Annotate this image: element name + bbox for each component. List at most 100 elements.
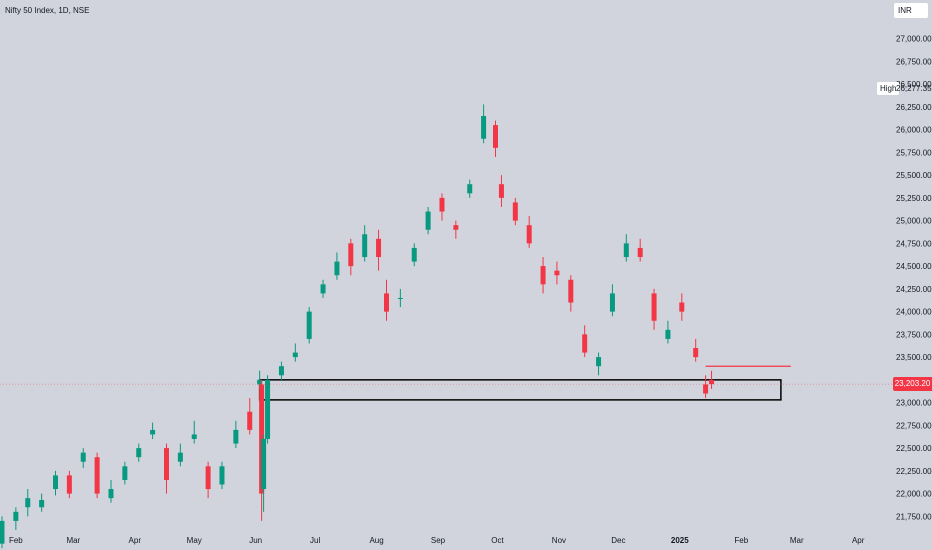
candle-body <box>512 202 518 221</box>
candle-body <box>637 247 643 258</box>
price-tick-label: 25,500.00 <box>896 171 932 180</box>
candle-series[interactable] <box>0 104 715 549</box>
candle-body <box>526 225 532 244</box>
candle-body <box>66 475 72 494</box>
candle <box>467 179 473 198</box>
candle <box>492 120 498 157</box>
time-tick-label: Apr <box>129 536 142 545</box>
price-tick-label: 27,000.00 <box>896 35 932 44</box>
candle <box>651 288 657 330</box>
candle <box>306 307 312 344</box>
candle <box>233 420 239 449</box>
candle-body <box>292 352 298 358</box>
price-tick-label: 26,000.00 <box>896 126 932 135</box>
candle-body <box>52 475 58 490</box>
candle-body <box>425 211 431 230</box>
time-tick-label: Jul <box>310 536 320 545</box>
time-tick-label: Apr <box>852 536 865 545</box>
support-zone[interactable] <box>258 379 782 401</box>
candle-body <box>334 261 340 276</box>
candle-body <box>306 311 312 339</box>
candle <box>265 375 271 444</box>
candle <box>582 325 588 358</box>
candle <box>439 193 445 221</box>
time-tick-label: Jun <box>249 536 262 545</box>
price-tick-label: 23,000.00 <box>896 399 932 408</box>
candle <box>0 516 5 549</box>
candle <box>122 461 128 485</box>
candle-body <box>205 466 211 490</box>
candle <box>512 197 518 226</box>
candle-body <box>177 452 183 462</box>
candle-body <box>233 429 239 444</box>
price-tick-label: 25,250.00 <box>896 194 932 203</box>
candle <box>191 420 197 444</box>
candle-body <box>191 434 197 440</box>
candle <box>136 443 142 462</box>
time-tick-label: 2025 <box>671 536 689 545</box>
time-tick-label: Mar <box>66 536 80 545</box>
price-axis[interactable]: 27,000.00 26,750.00 26,500.00 26,250.00 26,0… <box>896 35 932 522</box>
chart-title: Nifty 50 Index, 1D, NSE <box>5 6 90 15</box>
candle <box>292 343 298 362</box>
price-tick-label: 26,500.00 <box>896 80 932 89</box>
candle <box>411 243 417 267</box>
candle-body <box>136 448 142 458</box>
candle-body <box>411 247 417 262</box>
candle-body <box>609 293 615 312</box>
candle <box>278 361 284 380</box>
candle <box>25 489 31 517</box>
candle <box>425 206 431 235</box>
candle <box>362 225 368 262</box>
candle-body <box>651 293 657 321</box>
support-zone-rect[interactable] <box>258 379 782 401</box>
price-tick-label: 22,250.00 <box>896 467 932 476</box>
candle-body <box>703 384 709 394</box>
candle-body <box>492 125 498 148</box>
candle <box>709 370 715 389</box>
candle-body <box>39 499 45 508</box>
candle-body <box>481 115 487 139</box>
candle-body <box>150 429 156 435</box>
candle <box>13 507 19 530</box>
candle-body <box>568 279 574 303</box>
candle-body <box>122 466 128 480</box>
candle-body <box>397 297 403 299</box>
candle-body <box>665 329 671 339</box>
candle-body <box>265 379 271 440</box>
candle-body <box>453 225 459 230</box>
candle <box>596 352 602 376</box>
time-axis[interactable]: Feb Mar Apr May Jun Jul Aug Sep Oct Nov Dec 2025 Feb… <box>9 536 865 545</box>
candle-body <box>582 334 588 353</box>
candle <box>498 175 504 207</box>
candle-body <box>320 284 326 294</box>
price-tick-label: 22,750.00 <box>896 421 932 430</box>
time-tick-label: Nov <box>552 536 566 545</box>
time-tick-label: Oct <box>491 536 504 545</box>
candle <box>219 461 225 490</box>
candle <box>665 320 671 344</box>
price-tick-label: 25,750.00 <box>896 148 932 157</box>
candle-body <box>278 366 284 376</box>
drawings[interactable] <box>0 365 893 385</box>
price-tick-label: 23,750.00 <box>896 330 932 339</box>
candle <box>80 448 86 469</box>
candle-body <box>376 238 382 258</box>
candle <box>383 279 389 321</box>
time-tick-label: Dec <box>611 536 625 545</box>
price-tick-label: 24,500.00 <box>896 262 932 271</box>
price-tick-label: 22,500.00 <box>896 444 932 453</box>
price-tick-label: 26,750.00 <box>896 57 932 66</box>
candle-body <box>0 520 5 544</box>
currency-button[interactable]: INR <box>894 3 928 18</box>
candle <box>693 338 699 362</box>
candle-body <box>679 302 685 312</box>
candle-body <box>80 452 86 462</box>
candle <box>205 461 211 499</box>
candle <box>568 275 574 312</box>
candle-body <box>163 448 169 480</box>
candle <box>376 229 382 271</box>
time-tick-label: Sep <box>431 536 446 545</box>
candle-body <box>383 293 389 312</box>
